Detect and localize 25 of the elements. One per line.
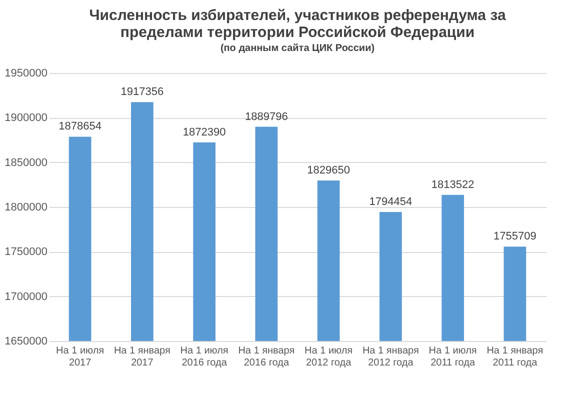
x-tick-label: На 1 января 2011 года bbox=[486, 346, 544, 368]
chart-title: Численность избирателей, участников референдума за пределами территории Российской Федерации bbox=[89, 7, 506, 41]
data-label: 1829650 bbox=[307, 164, 350, 177]
data-label: 1755709 bbox=[494, 230, 536, 243]
y-tick-label: 1950000 bbox=[4, 68, 48, 80]
y-tick-label: 1800000 bbox=[4, 202, 48, 214]
y-tick-label: 1650000 bbox=[4, 336, 48, 348]
y-tick-label: 1850000 bbox=[4, 156, 48, 169]
data-label: 1878654 bbox=[58, 120, 102, 133]
data-label: 1813522 bbox=[431, 178, 474, 191]
x-tick-label: На 1 июля 2016 года bbox=[180, 346, 228, 368]
chart-subtitle: (по данным сайта ЦИК России) bbox=[220, 43, 375, 54]
y-tick-label: 1700000 bbox=[4, 290, 48, 303]
x-tick-label: На 1 июля 2017 bbox=[56, 346, 104, 368]
data-label: 1889796 bbox=[245, 110, 288, 123]
x-tick-label: На 1 июля 2012 года bbox=[304, 346, 353, 368]
data-label: 1872390 bbox=[182, 126, 226, 138]
y-tick-label: 1900000 bbox=[4, 112, 48, 124]
x-tick-label: На 1 января 2016 года bbox=[238, 346, 295, 368]
data-label: 1917356 bbox=[120, 86, 164, 98]
x-tick-label: На 1 июля 2011 года bbox=[428, 346, 477, 368]
data-label: 1794454 bbox=[369, 196, 412, 208]
x-tick-label: На 1 января 2012 года bbox=[362, 346, 419, 368]
x-tick-label: На 1 января 2017 bbox=[114, 346, 170, 368]
y-tick-label: 1750000 bbox=[4, 246, 48, 258]
